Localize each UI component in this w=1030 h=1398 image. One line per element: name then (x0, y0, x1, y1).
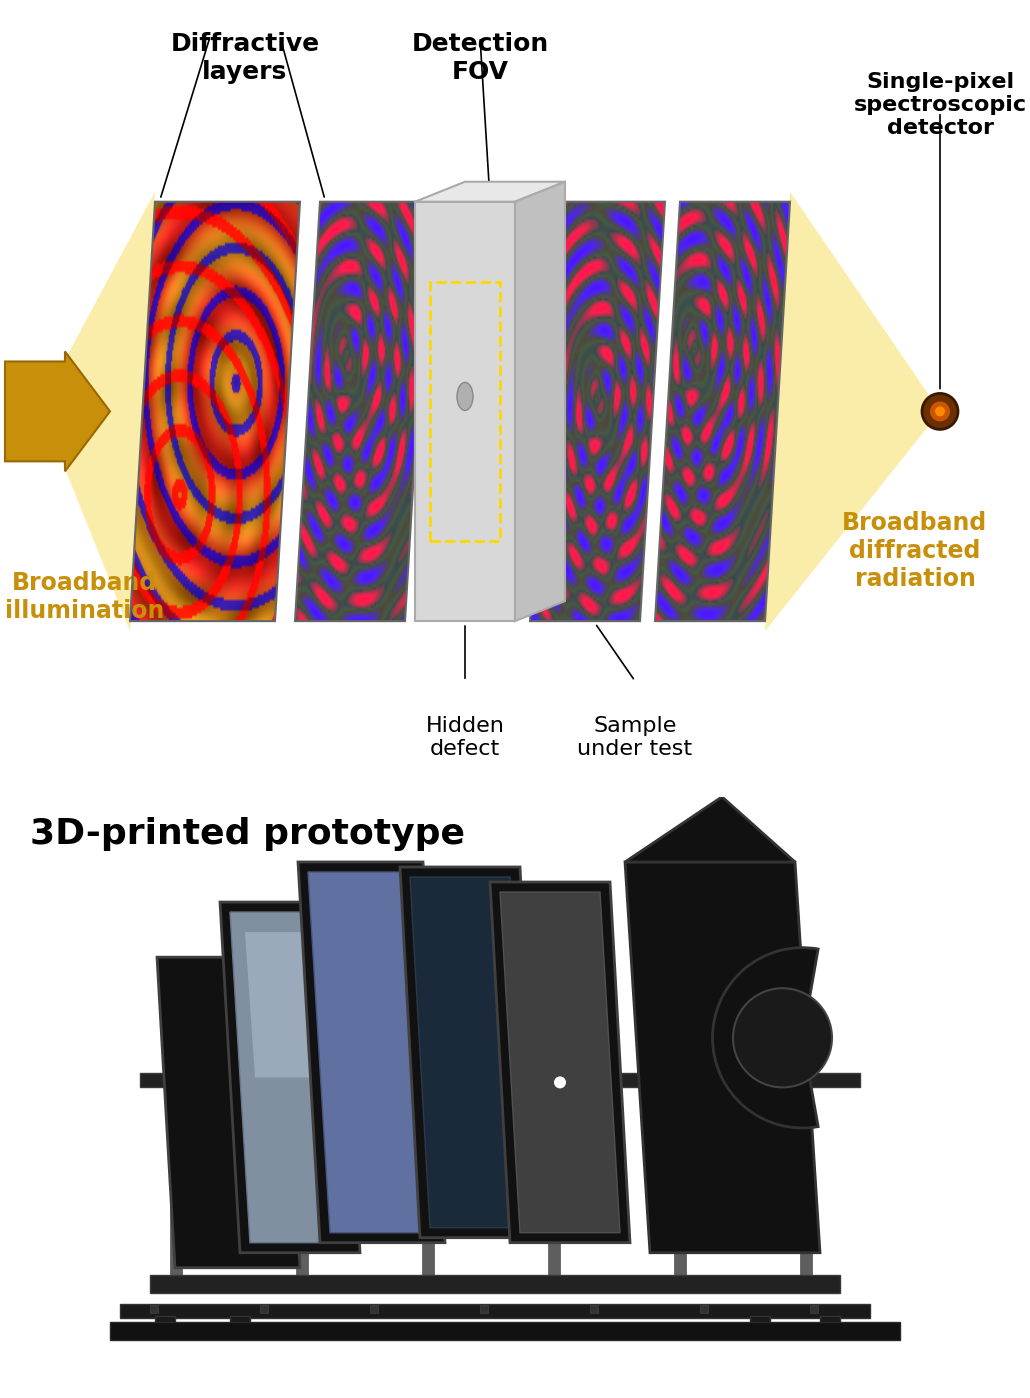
Circle shape (929, 400, 951, 422)
Text: Hidden
defect: Hidden defect (425, 716, 505, 759)
Bar (548, 1088, 560, 1293)
Polygon shape (515, 182, 565, 621)
Bar (480, 1304, 488, 1313)
Text: Broadband
illumination: Broadband illumination (5, 572, 165, 624)
Polygon shape (625, 863, 820, 1253)
Polygon shape (308, 872, 435, 1233)
Bar (230, 1316, 250, 1338)
Text: Single-pixel
spectroscopic
detector: Single-pixel spectroscopic detector (854, 71, 1027, 138)
Text: Diffractive
layers: Diffractive layers (170, 32, 319, 84)
Polygon shape (415, 182, 565, 201)
Bar (150, 1304, 158, 1313)
Bar (150, 1275, 840, 1293)
Bar (140, 1074, 860, 1088)
Text: Detection
FOV: Detection FOV (411, 32, 549, 84)
Polygon shape (40, 192, 154, 630)
Text: 3D-printed prototype: 3D-printed prototype (30, 816, 465, 851)
Bar (750, 1316, 770, 1338)
Bar (370, 1304, 378, 1313)
Bar (820, 1316, 840, 1338)
Bar (110, 1323, 900, 1339)
Circle shape (554, 1076, 566, 1089)
FancyArrow shape (5, 351, 110, 471)
Polygon shape (298, 863, 445, 1243)
Polygon shape (400, 867, 540, 1237)
Polygon shape (500, 892, 620, 1233)
Polygon shape (625, 797, 795, 863)
Text: Broadband
diffracted
radiation: Broadband diffracted radiation (843, 512, 988, 591)
Circle shape (935, 407, 945, 417)
Bar (422, 1088, 434, 1293)
Polygon shape (220, 902, 360, 1253)
Polygon shape (157, 958, 300, 1268)
Bar (415, 201, 515, 621)
Text: Sample
under test: Sample under test (578, 716, 692, 759)
Bar (170, 1088, 182, 1293)
Bar (430, 281, 500, 541)
Polygon shape (765, 192, 940, 630)
Wedge shape (713, 948, 818, 1128)
Circle shape (733, 988, 832, 1088)
Polygon shape (245, 932, 345, 1078)
Ellipse shape (457, 383, 473, 411)
Bar (800, 1088, 812, 1293)
Bar (590, 1304, 598, 1313)
Polygon shape (410, 877, 530, 1227)
Bar (296, 1088, 308, 1293)
Bar (700, 1304, 708, 1313)
Polygon shape (490, 882, 630, 1243)
Bar (260, 1304, 268, 1313)
Bar (154, 1316, 175, 1338)
Bar (121, 1304, 870, 1318)
Circle shape (922, 393, 958, 429)
Bar (810, 1304, 818, 1313)
Bar (674, 1088, 686, 1293)
Polygon shape (230, 911, 350, 1243)
